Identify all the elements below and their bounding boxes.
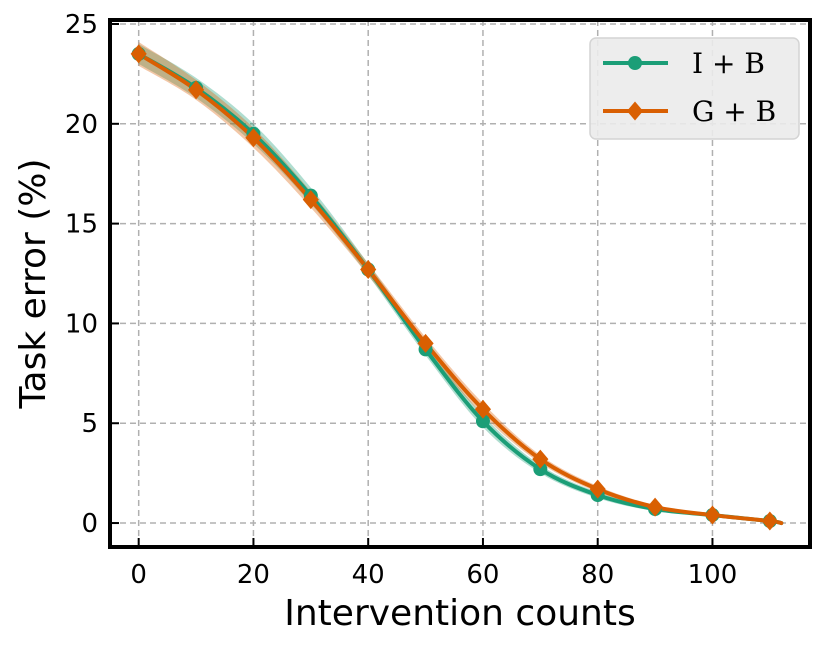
data-point-g-b (474, 399, 492, 419)
y-axis-title: Task error (%) (13, 158, 54, 409)
data-point-g-b (647, 497, 664, 517)
x-tick-label: 100 (688, 560, 738, 590)
data-point-g-b (589, 479, 606, 499)
data-point-g-b (187, 80, 205, 100)
legend-marker-g-b (626, 101, 644, 121)
grid (110, 20, 810, 547)
x-tick-label: 80 (581, 560, 614, 590)
x-tick-label: 40 (352, 560, 385, 590)
y-tick-label: 25 (65, 10, 98, 40)
data-point-g-b (245, 128, 262, 148)
data-point-g-b (417, 333, 434, 353)
plot-frame (108, 18, 812, 549)
x-tick-label: 60 (466, 560, 499, 590)
data-point-i-b (475, 414, 490, 429)
data-point-g-b (360, 260, 377, 280)
legend-marker-i-b (628, 56, 642, 70)
data-point-g-b (532, 449, 549, 469)
data-point-g-b (704, 505, 721, 525)
legend-label-i-b: I + B (692, 47, 765, 80)
axis-ticks: 0 20 40 60 80 100 0 5 10 15 20 25 (65, 10, 737, 590)
y-tick-label: 10 (65, 309, 98, 339)
y-tick-label: 20 (65, 110, 98, 140)
data-point-i-b (533, 462, 548, 477)
x-tick-label: 0 (130, 560, 147, 590)
y-tick-label: 15 (65, 210, 98, 240)
data-point-g-b (302, 190, 319, 210)
series-markers (130, 44, 778, 531)
y-tick-label: 0 (81, 509, 98, 539)
y-tick-label: 5 (81, 409, 98, 439)
legend-label-g-b: G + B (692, 95, 776, 128)
data-point-g-b (130, 44, 147, 64)
data-point-g-b (761, 511, 778, 531)
x-axis-title: Intervention counts (284, 593, 636, 634)
x-tick-label: 20 (237, 560, 270, 590)
legend: I + B G + B (589, 37, 800, 140)
